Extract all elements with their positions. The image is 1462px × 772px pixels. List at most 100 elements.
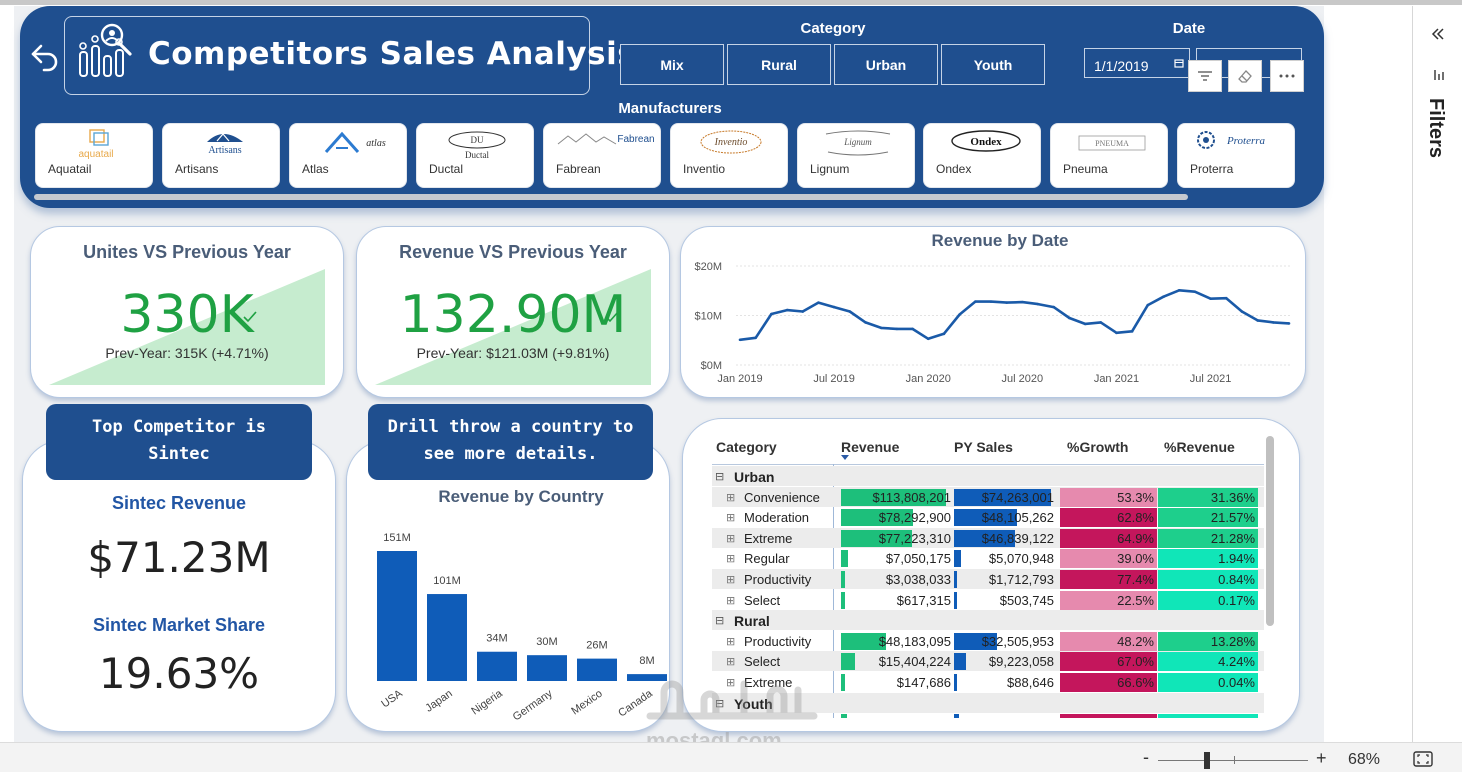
matrix-item-row[interactable]: ⊞ Regular $7,050,175 $5,070,948 39.0% 1.94% — [712, 548, 1264, 569]
zoom-slider-handle[interactable] — [1204, 752, 1210, 769]
category-matrix[interactable]: Category Revenue PY Sales %Growth %Reven… — [712, 436, 1264, 718]
zoom-level[interactable]: 68% — [1348, 751, 1381, 768]
revenue-data-point[interactable] — [895, 327, 899, 331]
manufacturer-atlas[interactable]: atlas Atlas — [289, 123, 407, 188]
expand-toggle-icon[interactable]: ⊞ — [726, 656, 736, 669]
revenue-data-point[interactable] — [832, 305, 836, 309]
filter-visual-button[interactable] — [1188, 60, 1222, 92]
collapse-toggle-icon[interactable]: ⊟ — [715, 471, 725, 483]
revenue-data-point[interactable] — [1036, 302, 1040, 306]
expand-toggle-icon[interactable]: ⊞ — [726, 677, 736, 689]
revenue-series-line[interactable] — [739, 289, 1290, 342]
collapse-pane-icon[interactable] — [1430, 26, 1446, 42]
revenue-by-date-chart[interactable]: $0M $10M $20M Jan 2019 Jul 2019 Jan 2020 Jul 2… — [680, 226, 1306, 398]
expand-toggle-icon[interactable]: ⊞ — [726, 491, 736, 504]
revenue-data-point[interactable] — [785, 308, 789, 312]
expand-toggle-icon[interactable]: ⊞ — [726, 512, 736, 525]
kpi-units-card[interactable]: Unites VS Previous Year 330K Prev-Year: … — [30, 226, 344, 398]
country-bar[interactable] — [627, 674, 667, 681]
calendar-icon[interactable] — [1174, 58, 1184, 68]
manufacturer-ondex[interactable]: Ondex Ondex — [923, 123, 1041, 188]
expand-toggle-icon[interactable]: ⊞ — [726, 635, 736, 648]
revenue-data-point[interactable] — [911, 327, 914, 331]
expand-toggle-icon[interactable]: ⊞ — [726, 594, 736, 607]
revenue-data-point[interactable] — [1162, 295, 1165, 298]
revenue-data-point[interactable] — [1146, 303, 1150, 307]
manufacturer-ductal[interactable]: DU Ductal Ductal — [416, 123, 534, 188]
revenue-by-country-card[interactable]: 151M USA 101M Japan 34M Nigeria 30M Germany 26M M… — [346, 440, 670, 732]
revenue-data-point[interactable] — [1083, 322, 1087, 326]
manufacturer-fabrean[interactable]: Fabrean Fabrean — [543, 123, 661, 188]
expand-toggle-icon[interactable]: ⊞ — [726, 532, 736, 545]
manufacturer-lignum[interactable]: Lignum Lignum — [797, 123, 915, 188]
fit-to-page-icon[interactable] — [1413, 751, 1433, 767]
filters-pane[interactable] — [1412, 6, 1462, 742]
revenue-data-point[interactable] — [1021, 300, 1024, 304]
revenue-data-point[interactable] — [801, 310, 805, 313]
collapse-toggle-icon[interactable]: ⊟ — [715, 615, 725, 628]
revenue-data-point[interactable] — [942, 332, 946, 336]
matrix-group-row[interactable]: ⊟ Rural — [712, 610, 1264, 631]
revenue-data-point[interactable] — [1240, 310, 1244, 313]
matrix-item-row[interactable]: ⊞ Extreme $77,223,310 $46,839,122 64.9% 21.28… — [712, 527, 1264, 548]
revenue-data-point[interactable] — [1224, 296, 1228, 300]
manufacturer-aquatail[interactable]: aquatail Aquatail — [35, 123, 153, 188]
zoom-in-button[interactable]: + — [1316, 748, 1327, 768]
revenue-data-point[interactable] — [1193, 290, 1197, 294]
sort-desc-icon[interactable] — [841, 455, 849, 461]
category-urban-button[interactable]: Urban — [834, 44, 938, 85]
revenue-data-point[interactable] — [879, 326, 883, 330]
manufacturer-inventio[interactable]: Inventio Inventio — [670, 123, 788, 188]
revenue-data-point[interactable] — [1209, 297, 1212, 300]
matrix-group-row[interactable]: ⊟ Urban — [712, 466, 1264, 486]
kpi-revenue-card[interactable]: Revenue VS Previous Year 132.90M Prev-Ye… — [356, 226, 670, 398]
revenue-data-point[interactable] — [1115, 331, 1118, 335]
revenue-data-point[interactable] — [958, 313, 961, 316]
matrix-item-row[interactable]: ⊞ Select $617,315 $503,745 22.5% 0.17% — [712, 590, 1264, 610]
matrix-item-row[interactable]: ⊞ Moderation $78,292,900 $48,105,262 62.8% 21… — [712, 507, 1264, 528]
filters-label[interactable]: Filters — [1425, 98, 1447, 159]
revenue-data-point[interactable] — [1177, 288, 1181, 292]
revenue-data-point[interactable] — [738, 338, 742, 342]
category-rural-button[interactable]: Rural — [727, 44, 831, 85]
revenue-data-point[interactable] — [1099, 321, 1103, 324]
clear-selections-button[interactable] — [1228, 60, 1262, 92]
country-bar[interactable] — [577, 658, 617, 681]
col-growth[interactable]: %Growth — [1067, 439, 1129, 455]
expand-toggle-icon[interactable]: ⊞ — [726, 574, 736, 586]
matrix-group-row[interactable]: ⊟ Youth — [712, 692, 1264, 713]
revenue-data-point[interactable] — [848, 310, 852, 313]
filter-icon[interactable] — [1432, 68, 1446, 82]
revenue-by-country-chart[interactable]: 151M USA 101M Japan 34M Nigeria 30M Germany 26M M… — [347, 441, 670, 732]
expand-toggle-icon[interactable]: ⊞ — [726, 553, 736, 566]
zoom-out-button[interactable]: - — [1143, 747, 1149, 767]
matrix-item-row[interactable]: ⊞ Extreme $147,686 $88,646 66.6% 0.04% — [712, 672, 1264, 692]
revenue-data-point[interactable] — [1005, 301, 1008, 304]
collapse-toggle-icon[interactable]: ⊟ — [715, 697, 725, 710]
revenue-data-point[interactable] — [817, 301, 820, 304]
matrix-item-row[interactable] — [712, 714, 1264, 718]
matrix-item-row[interactable]: ⊞ Convenience $113,808,201 $74,263,001 53.3%… — [712, 486, 1264, 507]
manufacturers-scrollbar[interactable] — [34, 194, 1188, 200]
manufacturer-pneuma[interactable]: PNEUMA Pneuma — [1050, 123, 1168, 188]
matrix-item-row[interactable]: ⊞ Productivity $3,038,033 $1,712,793 77.4% 0.… — [712, 569, 1264, 589]
manufacturer-proterra[interactable]: Proterra Proterra — [1177, 123, 1295, 188]
col-category[interactable]: Category — [716, 439, 777, 455]
zoom-slider-track[interactable] — [1158, 760, 1308, 761]
revenue-data-point[interactable] — [770, 312, 773, 316]
revenue-data-point[interactable] — [864, 321, 867, 324]
revenue-data-point[interactable] — [754, 336, 757, 340]
country-bar[interactable] — [377, 551, 417, 681]
col-revenue-share[interactable]: %Revenue — [1164, 439, 1235, 455]
country-bar[interactable] — [527, 655, 567, 681]
revenue-data-point[interactable] — [973, 300, 977, 303]
revenue-data-point[interactable] — [1068, 316, 1071, 320]
col-revenue[interactable]: Revenue — [841, 439, 900, 455]
revenue-data-point[interactable] — [989, 300, 993, 303]
revenue-data-point[interactable] — [1256, 319, 1259, 322]
matrix-item-row[interactable]: ⊞ Productivity $48,183,095 $32,505,953 48.2%… — [712, 631, 1264, 651]
category-youth-button[interactable]: Youth — [941, 44, 1045, 85]
col-py-sales[interactable]: PY Sales — [954, 439, 1013, 455]
matrix-scrollbar[interactable] — [1266, 436, 1274, 626]
country-bar[interactable] — [427, 594, 467, 681]
